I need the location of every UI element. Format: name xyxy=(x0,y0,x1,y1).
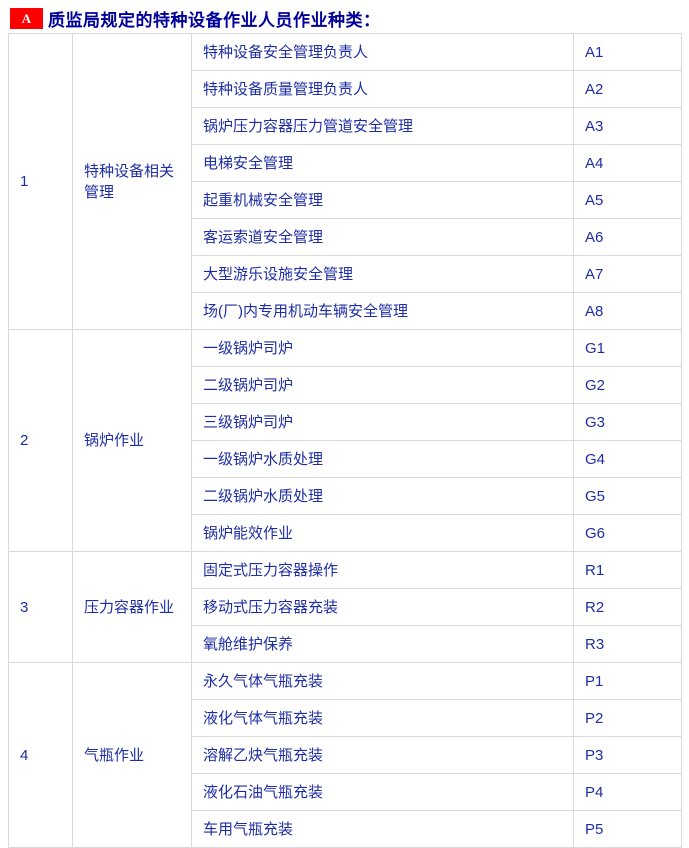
table-row: 锅炉能效作业 G6 xyxy=(9,514,682,552)
job-name-cell: 起重机械安全管理 xyxy=(191,181,574,219)
job-name-cell: 液化气体气瓶充装 xyxy=(191,699,574,737)
code-cell: P4 xyxy=(573,773,682,811)
job-name-cell: 溶解乙炔气瓶充装 xyxy=(191,736,574,774)
section-badge: A xyxy=(10,8,43,29)
table-row: 4 气瓶作业 永久气体气瓶充装 P1 xyxy=(8,662,682,848)
code-cell: P1 xyxy=(573,662,682,700)
code-cell: G1 xyxy=(573,329,682,367)
job-name-cell: 特种设备质量管理负责人 xyxy=(191,70,574,108)
job-name-cell: 特种设备安全管理负责人 xyxy=(191,33,574,71)
job-name-cell: 永久气体气瓶充装 xyxy=(191,662,574,700)
page-header: A 质监局规定的特种设备作业人员作业种类： xyxy=(10,6,381,31)
table-row: 二级锅炉司炉 G2 xyxy=(9,366,682,404)
job-types-table: 1 特种设备相关管理 特种设备安全管理负责人 A1 特种设备质量管理负责人 A2 锅炉压力容… xyxy=(8,33,682,848)
code-cell: A2 xyxy=(573,70,682,108)
table-row: 液化气体气瓶充装 P2 xyxy=(9,699,682,737)
job-types-table-body: 1 特种设备相关管理 特种设备安全管理负责人 A1 特种设备质量管理负责人 A2 锅炉压力容… xyxy=(8,33,682,848)
job-name-cell: 锅炉能效作业 xyxy=(191,514,574,552)
table-row: 3 压力容器作业 固定式压力容器操作 R1 xyxy=(8,551,682,663)
row-number-cell: 3 xyxy=(8,551,73,663)
code-cell: R1 xyxy=(573,551,682,589)
table-row: 大型游乐设施安全管理 A7 xyxy=(9,255,682,293)
table-row: 电梯安全管理 A4 xyxy=(9,144,682,182)
table-row: 一级锅炉水质处理 G4 xyxy=(9,440,682,478)
code-cell: R2 xyxy=(573,588,682,626)
table-row: 移动式压力容器充装 R2 xyxy=(9,588,682,626)
code-cell: A4 xyxy=(573,144,682,182)
table-row: 溶解乙炔气瓶充装 P3 xyxy=(9,736,682,774)
table-row: 客运索道安全管理 A6 xyxy=(9,218,682,256)
job-name-cell: 车用气瓶充装 xyxy=(191,810,574,848)
category-cell: 特种设备相关管理 xyxy=(72,33,192,330)
job-name-cell: 氧舱维护保养 xyxy=(191,625,574,663)
code-cell: A3 xyxy=(573,107,682,145)
page-title: 质监局规定的特种设备作业人员作业种类： xyxy=(48,11,381,30)
table-row: 1 特种设备相关管理 特种设备安全管理负责人 A1 xyxy=(8,33,682,330)
job-name-cell: 液化石油气瓶充装 xyxy=(191,773,574,811)
code-cell: G3 xyxy=(573,403,682,441)
table-row: 液化石油气瓶充装 P4 xyxy=(9,773,682,811)
code-cell: A8 xyxy=(573,292,682,330)
table-row: 起重机械安全管理 A5 xyxy=(9,181,682,219)
row-number-cell: 2 xyxy=(8,329,73,552)
job-name-cell: 二级锅炉司炉 xyxy=(191,366,574,404)
job-name-cell: 客运索道安全管理 xyxy=(191,218,574,256)
job-name-cell: 移动式压力容器充装 xyxy=(191,588,574,626)
table-row: 场(厂)内专用机动车辆安全管理 A8 xyxy=(9,292,682,330)
table-row: 二级锅炉水质处理 G5 xyxy=(9,477,682,515)
code-cell: A6 xyxy=(573,218,682,256)
category-cell: 锅炉作业 xyxy=(72,329,192,552)
category-cell: 气瓶作业 xyxy=(72,662,192,848)
job-name-cell: 锅炉压力容器压力管道安全管理 xyxy=(191,107,574,145)
code-cell: G2 xyxy=(573,366,682,404)
code-cell: A1 xyxy=(573,33,682,71)
row-number-cell: 4 xyxy=(8,662,73,848)
job-name-cell: 场(厂)内专用机动车辆安全管理 xyxy=(191,292,574,330)
category-cell: 压力容器作业 xyxy=(72,551,192,663)
code-cell: G4 xyxy=(573,440,682,478)
job-name-cell: 一级锅炉水质处理 xyxy=(191,440,574,478)
code-cell: A7 xyxy=(573,255,682,293)
job-name-cell: 二级锅炉水质处理 xyxy=(191,477,574,515)
code-cell: G5 xyxy=(573,477,682,515)
table-row: 氧舱维护保养 R3 xyxy=(9,625,682,663)
code-cell: P3 xyxy=(573,736,682,774)
code-cell: P5 xyxy=(573,810,682,848)
table-row: 特种设备质量管理负责人 A2 xyxy=(9,70,682,108)
code-cell: A5 xyxy=(573,181,682,219)
table-row: 2 锅炉作业 一级锅炉司炉 G1 xyxy=(8,329,682,552)
row-number-cell: 1 xyxy=(8,33,73,330)
job-name-cell: 电梯安全管理 xyxy=(191,144,574,182)
job-name-cell: 一级锅炉司炉 xyxy=(191,329,574,367)
code-cell: P2 xyxy=(573,699,682,737)
job-name-cell: 三级锅炉司炉 xyxy=(191,403,574,441)
code-cell: R3 xyxy=(573,625,682,663)
code-cell: G6 xyxy=(573,514,682,552)
job-name-cell: 大型游乐设施安全管理 xyxy=(191,255,574,293)
job-name-cell: 固定式压力容器操作 xyxy=(191,551,574,589)
